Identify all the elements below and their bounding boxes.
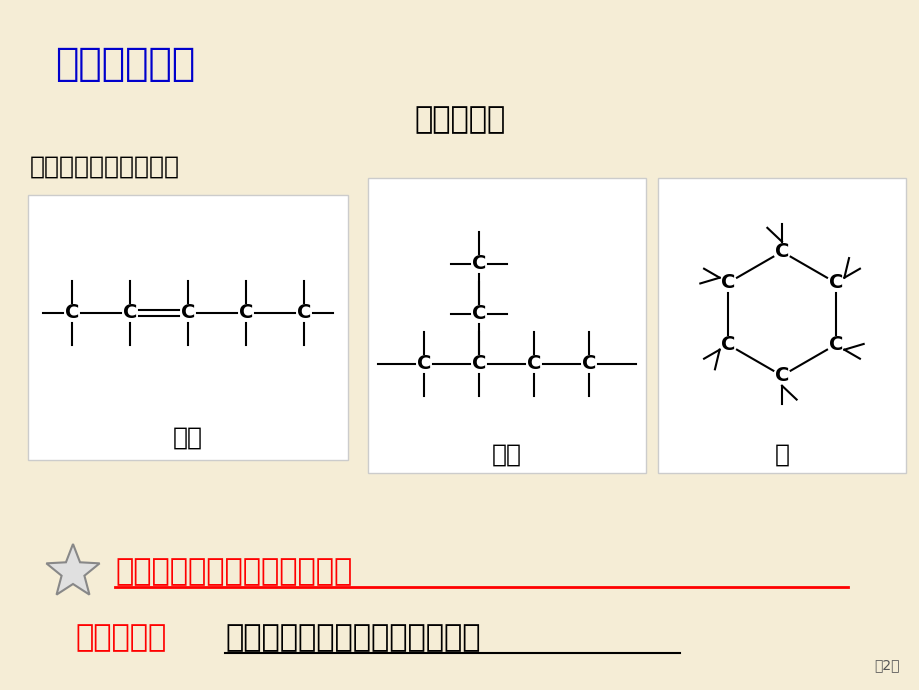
Text: C: C (527, 355, 541, 373)
Text: 环: 环 (774, 443, 789, 467)
Text: C: C (774, 242, 789, 262)
Text: 碳是全部生命系统中关键元素: 碳是全部生命系统中关键元素 (115, 558, 352, 586)
Text: C: C (181, 303, 195, 322)
Text: C: C (774, 366, 789, 385)
Bar (368, 178, 645, 473)
Text: ：糖类、脂质、核酸和蛋白质等: ：糖类、脂质、核酸和蛋白质等 (225, 624, 480, 653)
Text: C: C (582, 355, 596, 373)
Text: 直链: 直链 (173, 426, 203, 450)
Bar (28, 195, 347, 460)
Text: 观察与思索: 观察与思索 (414, 105, 505, 134)
Bar (657, 178, 905, 473)
Text: 生物大分子: 生物大分子 (75, 624, 166, 653)
Text: 一、碳化合物: 一、碳化合物 (55, 45, 195, 83)
Text: 支链: 支链 (492, 443, 521, 467)
Text: 第2页: 第2页 (874, 658, 899, 672)
Text: C: C (122, 303, 137, 322)
Text: C: C (471, 304, 486, 324)
Text: C: C (720, 335, 734, 354)
Text: C: C (828, 335, 842, 354)
Text: C: C (64, 303, 79, 322)
Text: C: C (297, 303, 311, 322)
Text: C: C (828, 273, 842, 292)
Text: C: C (239, 303, 253, 322)
Polygon shape (46, 544, 99, 595)
Text: C: C (417, 355, 431, 373)
Text: C: C (471, 355, 486, 373)
Text: C: C (720, 273, 734, 292)
Text: 碳原子形成几个结构：: 碳原子形成几个结构： (30, 155, 180, 179)
Text: C: C (471, 255, 486, 273)
